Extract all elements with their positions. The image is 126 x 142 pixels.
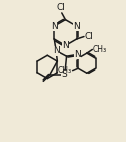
Text: CH₃: CH₃ [58, 66, 72, 75]
Text: N: N [62, 41, 69, 50]
Text: S: S [62, 70, 68, 79]
Text: Cl: Cl [85, 32, 93, 41]
Text: N: N [73, 22, 80, 31]
Text: N: N [51, 22, 58, 31]
Text: N: N [74, 50, 81, 59]
Text: Cl: Cl [57, 3, 66, 12]
Text: CH₃: CH₃ [93, 45, 107, 54]
Text: N: N [53, 46, 59, 55]
